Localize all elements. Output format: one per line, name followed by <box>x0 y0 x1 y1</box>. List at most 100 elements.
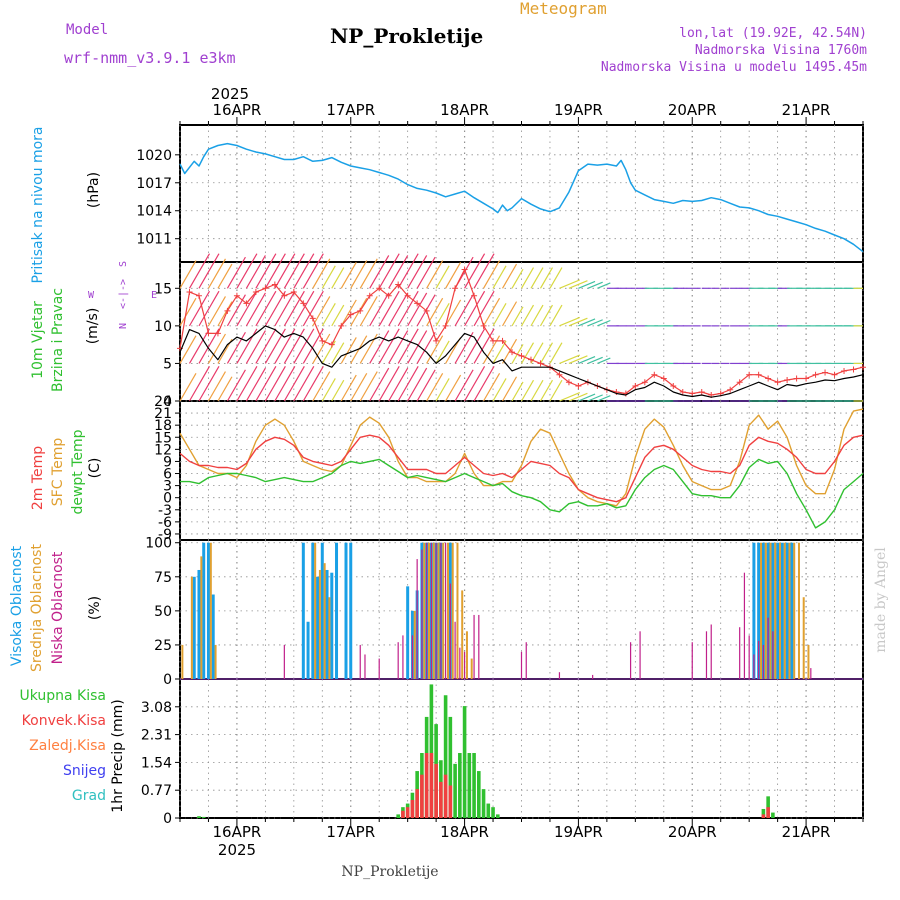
wind-arrow <box>359 296 378 327</box>
bottom-date-label: 20APR <box>668 823 717 841</box>
wind-layer <box>177 253 866 402</box>
wind-arrow <box>188 253 211 289</box>
total-rain-bar <box>201 816 206 818</box>
wind-gust-marker <box>537 360 544 367</box>
wind-arrow <box>312 296 331 327</box>
high-cloud-bar <box>325 569 329 679</box>
wind-gust-marker <box>660 375 667 382</box>
wind-arrow <box>179 260 197 289</box>
wind-arrow <box>188 366 211 402</box>
mid-cloud-bar <box>764 542 767 679</box>
wind-gust-marker <box>281 292 288 299</box>
wind-gust-marker <box>328 341 335 348</box>
low-cloud-bar <box>430 542 432 679</box>
wind-arrow <box>226 369 246 402</box>
low-cloud-bar <box>397 642 399 679</box>
top-date-labels: 16APR 17APR 18APR 19APR 20APR 21APR <box>213 101 831 119</box>
low-cloud-bar <box>520 651 523 679</box>
wind-arrow <box>331 267 345 289</box>
wind-gust-marker <box>205 330 212 337</box>
legend-freezing-rain: Zaledj.Kisa <box>29 738 106 754</box>
wind-arrow <box>312 333 331 364</box>
wind-arrow <box>207 333 226 364</box>
temperature-ytick-label: 6 <box>163 467 172 483</box>
wind-arrow <box>312 371 331 402</box>
wind-arrow <box>293 290 315 327</box>
temperature-ytick-label: 12 <box>154 442 172 458</box>
total-rain-bar <box>448 716 453 818</box>
watermark: made by Angel <box>873 547 889 653</box>
wind-arrow <box>426 260 444 289</box>
wind-arrow <box>264 253 286 289</box>
low-cloud-bar <box>748 635 750 679</box>
wind-arrow <box>236 253 258 289</box>
top-date-label: 17APR <box>326 101 375 119</box>
wind-gust-marker <box>850 366 857 373</box>
wind-arrow <box>426 372 444 402</box>
wind-gust-marker <box>395 281 402 288</box>
high-cloud-bar <box>211 594 215 679</box>
bottom-date-label: 16APR <box>213 823 262 841</box>
wind-arrow <box>530 379 544 402</box>
compass-west: W <box>88 290 95 301</box>
wind-arrow <box>255 328 277 364</box>
mid-cloud-bar <box>769 542 772 679</box>
mid-cloud-bar <box>807 644 810 679</box>
wind-gust-marker <box>290 289 297 296</box>
wind-gust-marker <box>736 379 743 386</box>
wind-arrow <box>539 304 553 327</box>
mid-cloud-bar <box>470 658 473 679</box>
wind-arrow <box>321 303 336 327</box>
wind-gust-marker <box>195 292 202 299</box>
wind-gust-marker <box>347 311 354 318</box>
pressure-layer <box>179 142 864 253</box>
wind-speed-line <box>179 325 864 398</box>
wind-arrow <box>559 316 580 327</box>
temperature-ytick-label: -9 <box>158 527 172 543</box>
wind-arrow <box>207 258 226 289</box>
wind-gust-marker <box>271 281 278 288</box>
wind-arrow <box>464 366 486 402</box>
wind-arrow <box>435 303 450 327</box>
wind-gust-marker <box>186 289 193 296</box>
high-cloud-bar <box>752 542 756 679</box>
wind-arrow <box>293 366 315 402</box>
wind-arrow <box>207 371 226 402</box>
high-cloud-bar <box>761 542 765 679</box>
wind-gust-marker <box>252 289 259 296</box>
wind-arrow <box>445 262 462 289</box>
wind-gust-marker <box>765 375 772 382</box>
low-cloud-bar <box>283 644 285 679</box>
wind-arrow <box>388 292 409 327</box>
wind-arrow <box>340 262 357 289</box>
wind-arrow <box>226 331 246 364</box>
meteogram-label: Meteogram <box>520 0 607 18</box>
wind-arrow <box>302 290 324 327</box>
wind-gust-marker <box>679 388 686 395</box>
wind-arrow <box>435 340 450 364</box>
temperature-ytick-label: 9 <box>163 454 172 470</box>
mid-cloud-bar <box>802 597 805 679</box>
wind-arrow <box>388 330 409 364</box>
temp-ylabel-3: dewpt Temp <box>70 429 86 514</box>
total-rain-bar <box>481 789 486 818</box>
wind-arrow <box>587 319 603 327</box>
low-cloud-bar <box>411 635 414 679</box>
wind-arrow <box>511 268 524 289</box>
wind-arrow <box>454 294 474 327</box>
wind-gust-marker <box>556 371 563 378</box>
mid-cloud-bar <box>442 542 445 679</box>
wind-gust-marker <box>404 292 411 299</box>
wind-arrow <box>198 253 220 289</box>
wind-gust-marker <box>233 292 240 299</box>
bottom-date-labels: 16APR 17APR 18APR 19APR 20APR 21APR <box>213 823 831 841</box>
mid-cloud-bar <box>437 542 440 679</box>
wind-gust-marker <box>214 330 221 337</box>
wind-arrow <box>559 392 580 402</box>
wind-arrow <box>283 366 305 402</box>
convective-rain-bar <box>420 774 424 818</box>
wind-gust-marker <box>423 307 430 314</box>
precip-ytick-label: 1.54 <box>141 755 172 771</box>
clouds-ytick-label: 100 <box>145 536 172 552</box>
wind-arrow <box>321 265 336 289</box>
